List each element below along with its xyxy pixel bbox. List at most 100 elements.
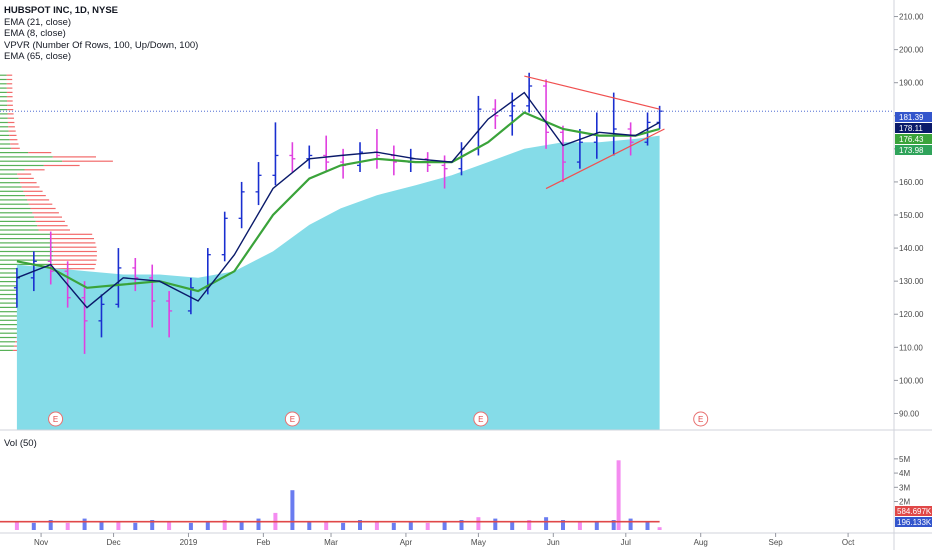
price-tick-label: 130.00: [899, 277, 924, 286]
vpvr-row-down: [7, 121, 15, 124]
vpvr-row-up: [0, 74, 7, 76]
volume-bar: [616, 460, 621, 530]
vpvr-row-down: [10, 143, 19, 145]
vpvr-row-up: [0, 203, 29, 205]
ohlc-bar: [289, 142, 296, 172]
earnings-marker: [284, 411, 300, 427]
vpvr-row-up: [0, 117, 8, 119]
time-tick-label: Oct: [842, 538, 855, 547]
volume-bar: [82, 518, 87, 530]
vpvr-row-up: [0, 328, 20, 330]
price-tick-label: 150.00: [899, 211, 924, 220]
ohlc-bar: [357, 142, 364, 172]
volume-tag-bg: [895, 506, 932, 516]
vpvr-row-up: [0, 130, 9, 132]
volume-bar: [188, 522, 193, 530]
vpvr-row-up: [0, 229, 39, 231]
time-tick-label: Nov: [34, 538, 48, 547]
volume-bar: [14, 521, 19, 530]
vpvr-row-down: [52, 263, 96, 265]
vpvr-row-up: [0, 250, 54, 253]
volume-bar: [459, 520, 464, 530]
vpvr-row-up: [0, 246, 53, 248]
vpvr-row-up: [0, 255, 54, 257]
vpvr-row-down: [23, 190, 43, 192]
ema-line: [16, 91, 660, 309]
volume-axis: 5M 4M 3M 2M: [894, 455, 910, 507]
price-tag-label: 173.98: [899, 146, 924, 155]
ohlc-bar: [166, 291, 173, 338]
earnings-marker-label: E: [53, 415, 58, 424]
vpvr-row-up: [0, 332, 18, 334]
price-tick-label: 120.00: [899, 310, 924, 319]
volume-bar: [133, 522, 138, 530]
vpvr-row-up: [0, 220, 36, 222]
price-tag-bg: [895, 145, 932, 155]
time-axis: Nov Dec 2019 Feb Mar Apr May Jun Jul Aug Sep Oct: [34, 533, 855, 547]
vpvr-row-down: [51, 238, 94, 240]
vpvr-row-down: [27, 199, 50, 201]
ohlc-bar: [187, 277, 194, 315]
legend-title[interactable]: HUBSPOT INC, 1D, NYSE: [4, 5, 119, 16]
ema65-area: [16, 135, 660, 430]
volume-bar: [408, 521, 413, 530]
legend-vpvr[interactable]: VPVR (Number Of Rows, 100, Up/Down, 100): [4, 39, 199, 51]
ohlc-bar: [543, 79, 550, 149]
vpvr-row-up: [0, 315, 25, 317]
ohlc-bar: [272, 122, 279, 186]
time-tick-label: Apr: [400, 538, 413, 547]
volume-bar: [645, 521, 650, 530]
vpvr-row-down: [53, 246, 97, 248]
vpvr-row-up: [0, 186, 22, 188]
vpvr-row-up: [0, 216, 35, 218]
vpvr-row-up: [0, 96, 7, 98]
volume-bar: [544, 517, 549, 530]
legend-ema21[interactable]: EMA (21, close): [4, 16, 72, 28]
vpvr-row-up: [0, 336, 17, 339]
vpvr-row-down: [43, 164, 80, 167]
ohlc-bar: [323, 135, 330, 172]
ohlc-bar: [47, 231, 54, 285]
ohlc-bar: [132, 258, 139, 292]
volume-bar: [493, 518, 498, 530]
vpvr-row-down: [7, 104, 13, 106]
vpvr-row-up: [0, 173, 18, 175]
ohlc-bar: [238, 181, 245, 229]
vpvr-row-down: [52, 268, 95, 270]
vpvr-row-up: [0, 319, 23, 321]
vpvr-row-down: [7, 117, 14, 119]
price-tag-label: 181.39: [899, 113, 924, 122]
vpvr-row-up: [0, 78, 7, 81]
vpvr-row-up: [0, 225, 38, 227]
volume-bar: [391, 522, 396, 530]
volume-tick-label: 4M: [899, 469, 910, 478]
volume-bar: [510, 521, 515, 530]
volume-tag-label: 196.133K: [897, 518, 932, 527]
vpvr-row-down: [50, 233, 93, 235]
volume-bar: [657, 527, 662, 530]
vpvr-row-down: [53, 259, 97, 261]
price-tags: 181.39 178.11 176.43 173.98 584.697K 196.133K: [895, 112, 932, 527]
volume-tag-bg: [895, 517, 932, 527]
volume-tick-label: 2M: [899, 498, 910, 507]
volume-bar: [31, 522, 36, 530]
trendline-upper: [524, 75, 660, 110]
vpvr-row-down: [32, 212, 59, 214]
price-tag-bg: [895, 123, 932, 133]
volume-tag-label: 584.697K: [897, 507, 932, 516]
vpvr-row-down: [25, 195, 46, 197]
vpvr-row-down: [6, 74, 13, 76]
volume-bar: [577, 521, 582, 530]
ohlc-bar: [627, 122, 634, 156]
vpvr-row-up: [0, 177, 19, 179]
ohlc-bar: [526, 72, 533, 113]
chart-legend: HUBSPOT INC, 1D, NYSE EMA (21, close) EM…: [4, 5, 198, 63]
vpvr-row-up: [0, 134, 10, 136]
volume-bar: [628, 518, 633, 530]
vpvr-row-up: [0, 182, 21, 184]
legend-ema65[interactable]: EMA (65, close): [4, 51, 72, 62]
vpvr-row-down: [9, 139, 18, 141]
legend-ema8[interactable]: EMA (8, close): [4, 28, 66, 39]
volume-title[interactable]: Vol (50): [4, 438, 37, 449]
